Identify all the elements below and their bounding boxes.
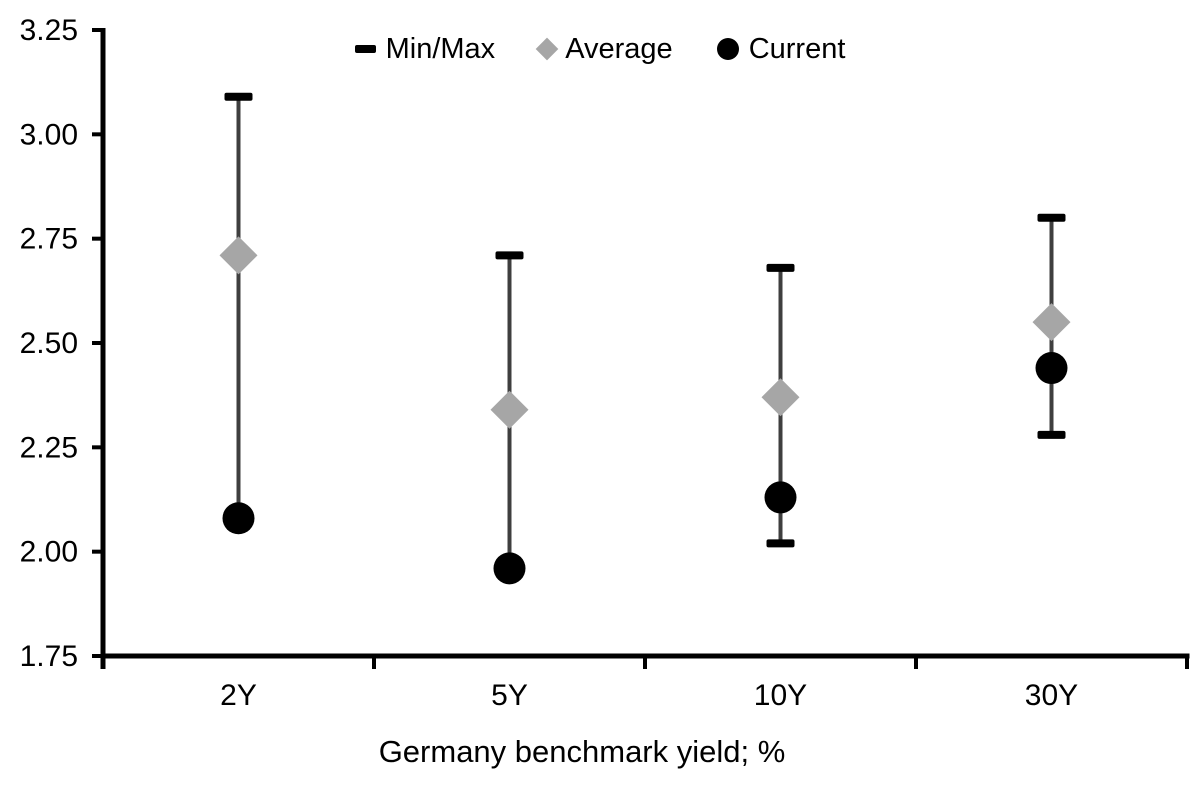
y-tick-label: 2.75	[20, 223, 78, 256]
average-marker-30Y	[1032, 303, 1071, 342]
current-marker-30Y	[1035, 352, 1068, 385]
legend-item-current: Current	[716, 32, 846, 66]
y-tick-label: 3.00	[20, 118, 78, 151]
max-cap-5Y	[495, 251, 524, 260]
average-marker-10Y	[761, 378, 800, 417]
current-marker-2Y	[222, 502, 255, 535]
y-tick-label: 3.25	[20, 14, 78, 47]
chart-legend: Min/Max Average Current	[0, 32, 1200, 66]
current-marker-5Y	[493, 552, 526, 585]
y-tick-label: 2.50	[20, 327, 78, 360]
average-marker-2Y	[219, 236, 258, 275]
legend-label-average: Average	[565, 33, 673, 65]
max-cap-2Y	[224, 92, 253, 101]
legend-average-diamond-icon	[535, 37, 559, 61]
y-tick-label: 2.00	[20, 536, 78, 569]
legend-item-average: Average	[535, 32, 673, 66]
legend-label-minmax: Min/Max	[385, 33, 496, 65]
legend-label-current: Current	[748, 33, 846, 65]
average-marker-5Y	[490, 390, 529, 429]
legend-item-minmax: Min/Max	[354, 32, 496, 66]
y-tick-label: 1.75	[20, 640, 78, 673]
min-cap-10Y	[766, 539, 795, 548]
current-marker-10Y	[764, 481, 797, 514]
x-category-label: 2Y	[220, 679, 257, 712]
y-tick-label: 2.25	[20, 431, 78, 464]
x-axis-title: Germany benchmark yield; %	[378, 734, 786, 769]
min-cap-30Y	[1037, 430, 1066, 439]
x-category-label: 30Y	[1025, 679, 1078, 712]
x-category-label: 10Y	[754, 679, 807, 712]
x-category-label: 5Y	[491, 679, 528, 712]
legend-current-circle-icon	[716, 38, 739, 60]
legend-minmax-dash-icon	[354, 45, 376, 53]
max-cap-10Y	[766, 263, 795, 272]
max-cap-30Y	[1037, 213, 1066, 222]
